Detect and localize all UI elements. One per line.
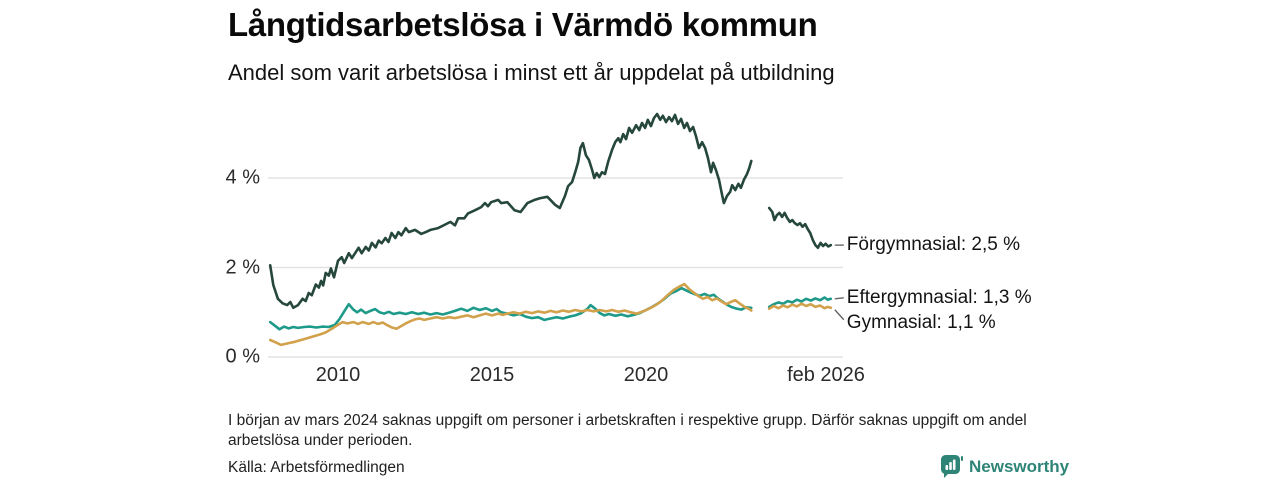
series-line-eftergymnasial-seg1	[268, 286, 753, 331]
source-text: Källa: Arbetsförmedlingen	[228, 459, 405, 476]
footnote-text: I början av mars 2024 saknas uppgift om …	[228, 412, 1027, 449]
end-label-gymnasial: Gymnasial: 1,1 %	[846, 311, 996, 333]
y-axis-tick-0: 0 %	[225, 345, 260, 368]
y-axis-tick-4: 4 %	[225, 166, 260, 189]
series-line-eftergymnasial-seg2	[767, 296, 833, 309]
chart-title: Långtidsarbetslösa i Värmdö kommun	[228, 6, 818, 43]
end-label-eftergymnasial: Eftergymnasial: 1,3 %	[846, 286, 1032, 308]
label-connector-gymnasial	[834, 309, 845, 321]
series-line-förgymnasial-seg2	[767, 206, 833, 250]
x-axis-tick-2020: 2020	[623, 364, 669, 386]
newsworthy-brand-text: Newsworthy	[969, 457, 1070, 476]
label-connector-eftergymnasial	[834, 297, 844, 300]
y-axis-tick-2: 2 %	[225, 256, 260, 278]
x-axis-tick-2010: 2010	[315, 364, 361, 386]
end-label-förgymnasial: Förgymnasial: 2,5 %	[846, 234, 1020, 256]
chart-subtitle: Andel som varit arbetslösa i minst ett å…	[228, 60, 835, 85]
x-axis-tick-feb-2026: feb 2026	[787, 364, 865, 386]
newsworthy-brand: Newsworthy	[941, 455, 1069, 479]
series-line-förgymnasial-seg1	[268, 112, 753, 310]
series-line-gymnasial-seg1	[268, 282, 753, 347]
newsworthy-logo-icon	[941, 455, 963, 478]
series-line-gymnasial-seg2	[767, 302, 833, 311]
x-axis-tick-2015: 2015	[469, 364, 515, 386]
